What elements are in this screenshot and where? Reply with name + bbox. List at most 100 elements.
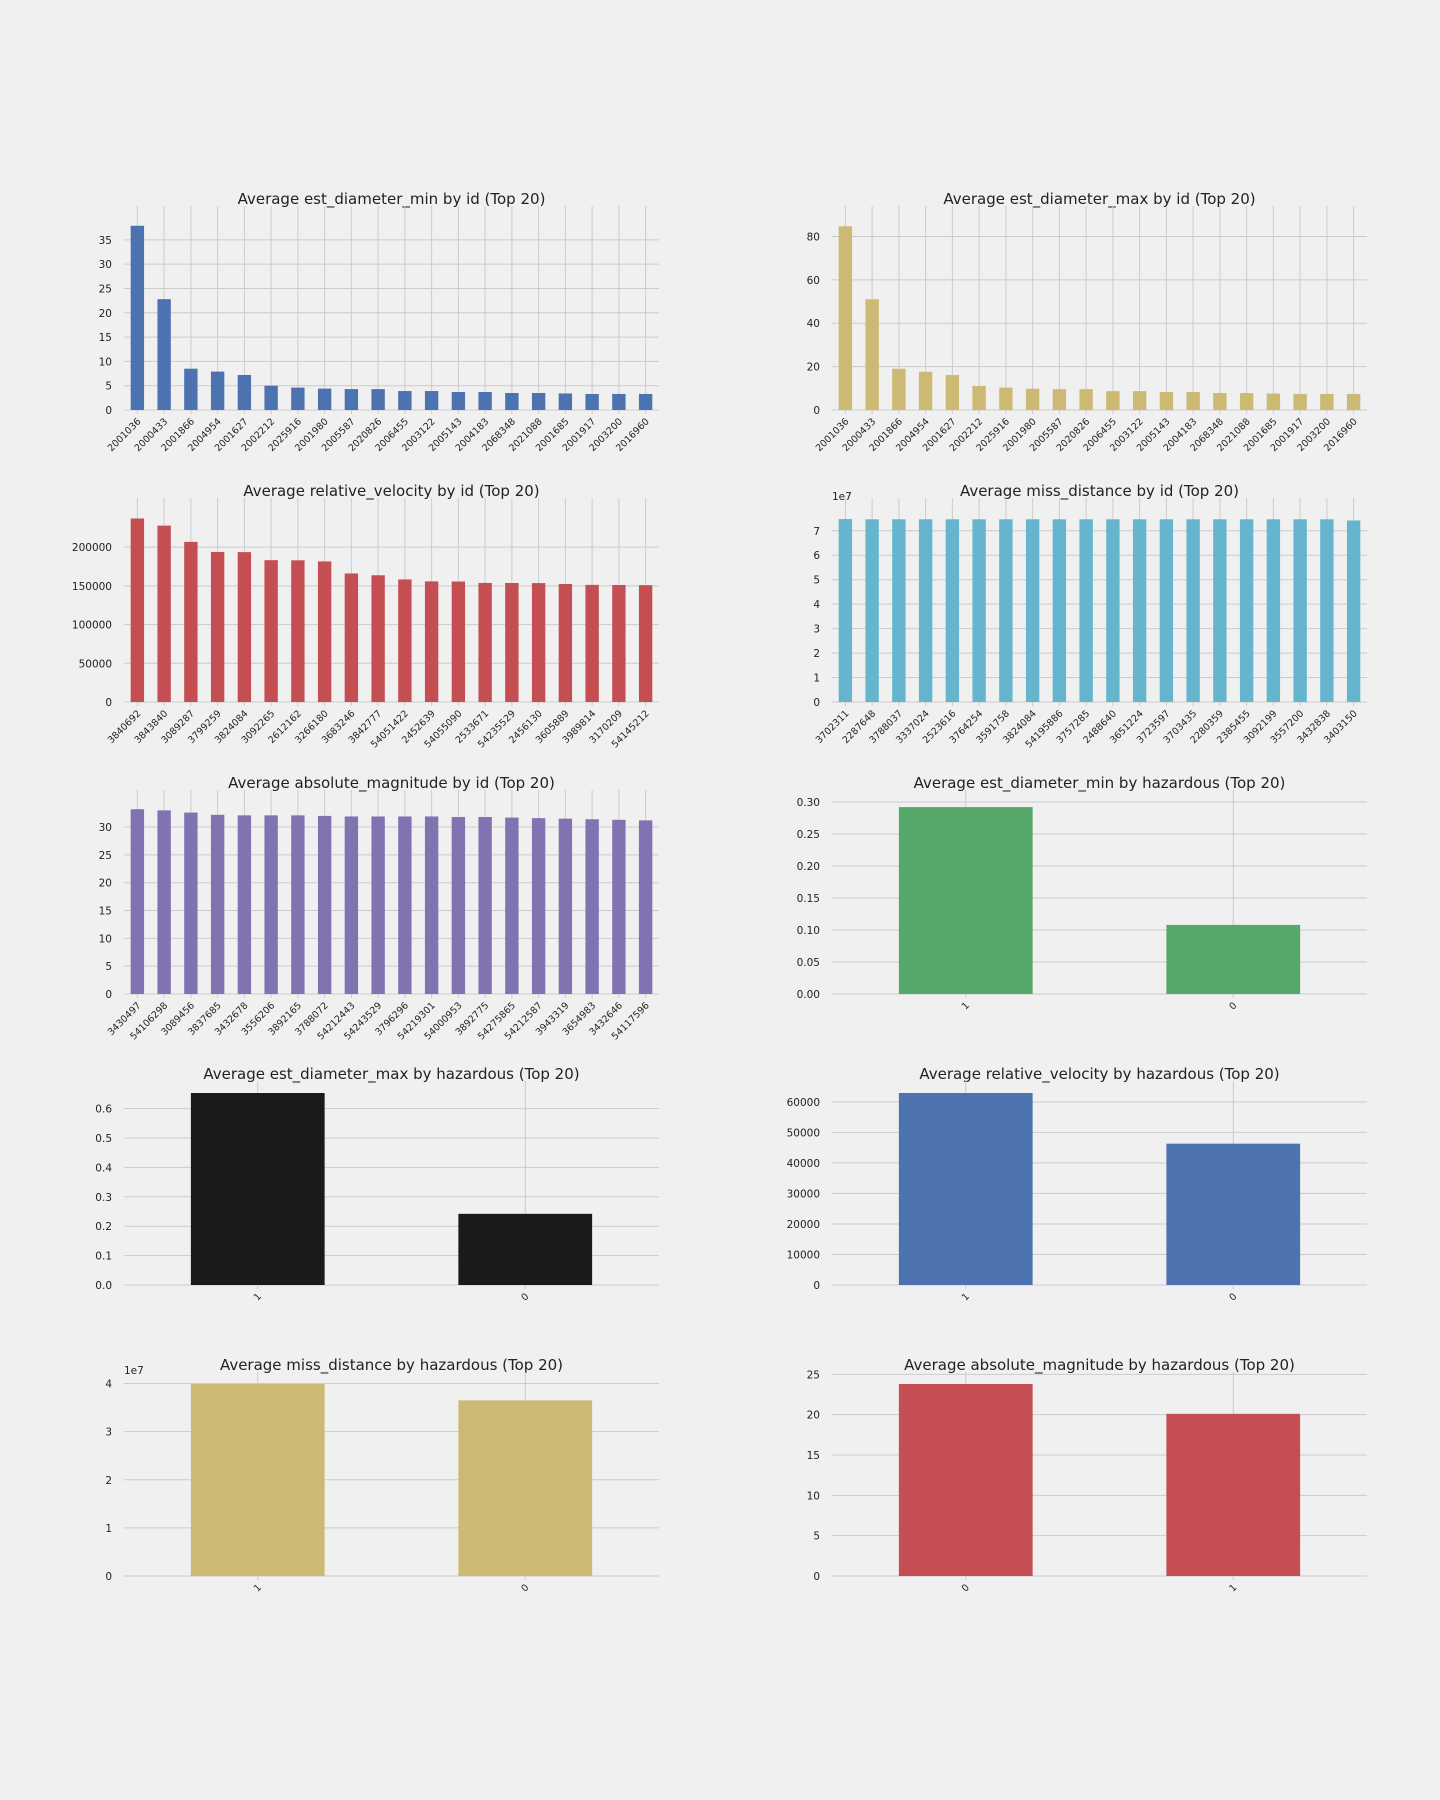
bar	[865, 519, 879, 702]
bar	[505, 583, 519, 702]
y-tick-label: 0.1	[95, 1251, 112, 1263]
y-tick-label: 0.0	[95, 1280, 112, 1292]
bar	[558, 818, 573, 994]
bar	[237, 815, 252, 994]
bar	[558, 393, 573, 410]
chart-title: Average est_diameter_max by id (Top 20)	[943, 190, 1255, 209]
bar	[1166, 924, 1301, 994]
bar	[190, 1093, 325, 1285]
bar	[898, 1093, 1033, 1285]
bar	[558, 584, 573, 702]
bar	[1293, 393, 1307, 410]
chart-6: Average est_diameter_min by hazardous (T…	[797, 774, 1367, 1012]
bar	[451, 392, 466, 410]
bar	[478, 817, 492, 994]
x-tick-label: 0	[960, 1582, 972, 1594]
y-tick-label: 10	[99, 933, 112, 945]
y-tick-label: 30000	[787, 1188, 820, 1200]
bar	[210, 814, 225, 994]
bar	[184, 812, 198, 994]
bar	[1293, 519, 1307, 702]
y-tick-label: 25	[99, 283, 112, 295]
bar	[424, 816, 439, 994]
y-tick-label: 60	[807, 275, 820, 287]
bar	[398, 816, 412, 994]
y-tick-label: 15	[807, 1450, 820, 1462]
bar	[918, 519, 933, 702]
bar	[344, 816, 359, 994]
bar	[898, 807, 1033, 994]
x-tick-label: 1	[960, 1291, 972, 1303]
bar	[838, 519, 853, 702]
bar	[184, 368, 198, 410]
y-tick-label: 4	[105, 1379, 112, 1391]
y-tick-label: 30	[99, 259, 112, 271]
x-tick-label: 1	[252, 1291, 264, 1303]
bar	[638, 393, 653, 410]
y-tick-label: 0	[813, 697, 820, 709]
y-tick-label: 15	[99, 332, 112, 344]
bar	[1239, 393, 1254, 410]
bar	[638, 820, 653, 994]
bar	[371, 816, 385, 994]
chart-9: Average miss_distance by hazardous (Top …	[105, 1356, 659, 1594]
bar	[945, 375, 960, 410]
y-tick-label: 5	[105, 381, 112, 393]
y-tick-label: 7	[813, 526, 820, 538]
y-tick-label: 40	[807, 318, 820, 330]
chart-title: Average est_diameter_min by hazardous (T…	[914, 774, 1286, 793]
bar	[1025, 519, 1040, 702]
bar	[1239, 519, 1254, 702]
x-tick-label: 0	[1227, 1000, 1239, 1012]
bar	[1079, 519, 1093, 702]
y-tick-label: 0.20	[797, 861, 820, 873]
bar	[210, 371, 225, 410]
bar	[505, 392, 519, 410]
bar	[1320, 519, 1334, 702]
y-tick-label: 10	[99, 356, 112, 368]
bar	[999, 519, 1013, 702]
y-tick-label: 0.30	[797, 797, 820, 809]
bar	[531, 583, 546, 702]
bar	[1132, 519, 1147, 702]
bar	[1266, 519, 1281, 702]
bar	[344, 389, 359, 410]
bar	[585, 584, 599, 702]
bar	[317, 815, 332, 994]
y-tick-label: 35	[99, 235, 112, 247]
y-tick-label: 0.15	[797, 893, 820, 905]
bar	[999, 387, 1013, 410]
y-tick-label: 10000	[787, 1249, 820, 1261]
chart-title: Average absolute_magnitude by hazardous …	[904, 1356, 1295, 1375]
bar	[638, 585, 653, 702]
x-tick-label: 0	[519, 1582, 531, 1594]
y-tick-label: 5	[813, 1531, 820, 1543]
bar	[972, 385, 986, 410]
bar	[1025, 388, 1040, 410]
bar	[1166, 1143, 1301, 1285]
bar	[972, 519, 986, 702]
y-tick-label: 0.2	[95, 1221, 112, 1233]
y-tick-label: 25	[99, 850, 112, 862]
bar	[1213, 519, 1227, 702]
chart-10: Average absolute_magnitude by hazardous …	[807, 1356, 1367, 1594]
y-tick-label: 1	[105, 1523, 112, 1535]
y-tick-label: 25	[807, 1369, 820, 1381]
chart-title: Average absolute_magnitude by id (Top 20…	[228, 774, 555, 793]
y-tick-label: 150000	[72, 581, 112, 593]
bar	[612, 819, 626, 994]
chart-8: Average relative_velocity by hazardous (…	[787, 1065, 1367, 1303]
bar	[458, 1400, 593, 1576]
y-tick-label: 100000	[72, 620, 112, 632]
x-tick-label: 1	[1227, 1582, 1239, 1594]
y-tick-label: 4	[813, 599, 820, 611]
bar	[291, 387, 305, 410]
bar	[264, 385, 278, 410]
y-tick-label: 6	[813, 550, 820, 562]
bar	[130, 518, 145, 702]
y-tick-label: 0	[105, 405, 112, 417]
chart-title: Average miss_distance by id (Top 20)	[960, 482, 1239, 501]
bar	[585, 393, 599, 410]
bar	[210, 551, 225, 702]
x-tick-label: 0	[519, 1291, 531, 1303]
